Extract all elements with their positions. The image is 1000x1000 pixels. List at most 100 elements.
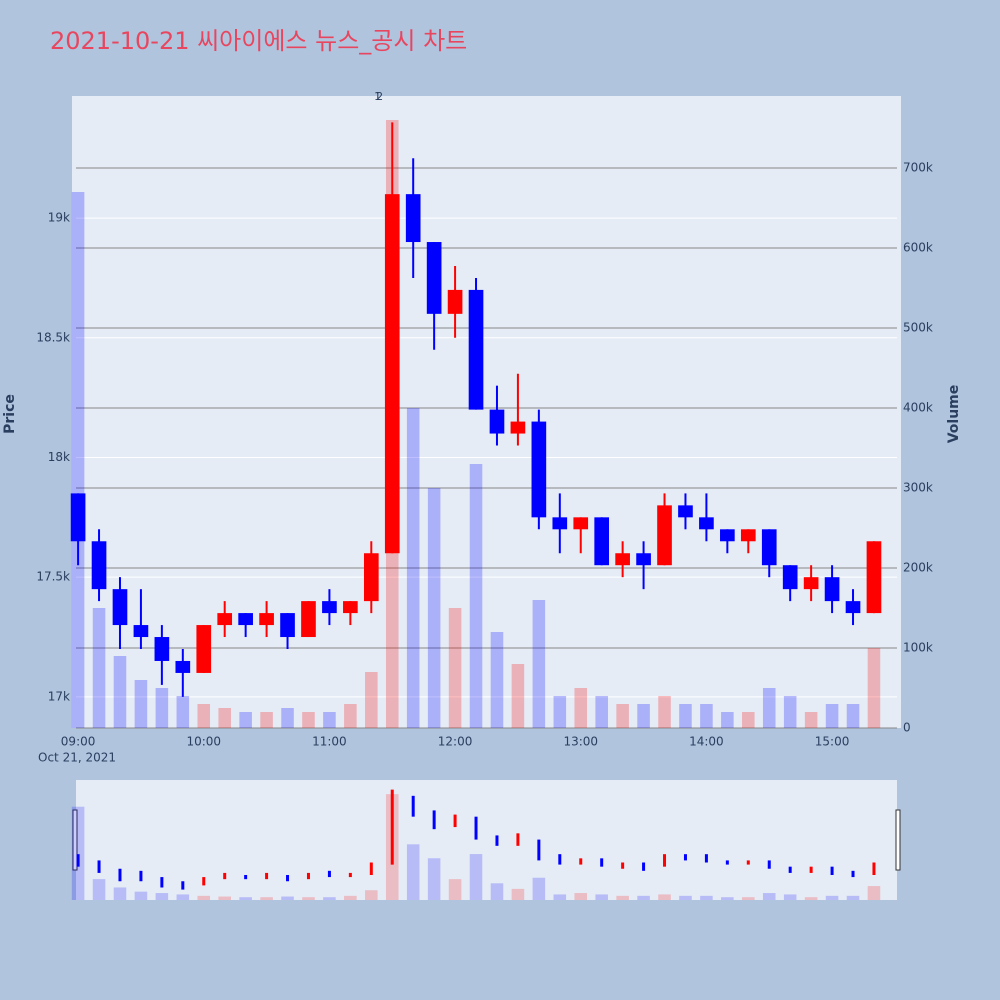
candle-body [343,601,358,614]
y-tick-label: 17.5k [36,570,70,584]
volume-bar [469,464,483,728]
candle-body [133,625,149,638]
x-tick-label: 14:00 [689,735,724,749]
x-tick-label: 15:00 [815,735,850,749]
mini-volume-bar [511,888,525,900]
chart-title: 2021-10-21 씨아이에스 뉴스_공시 차트 [50,27,467,55]
range-slider [76,780,897,900]
annotation: 1 [374,90,381,103]
volume-bar [323,712,336,728]
volume-bar [846,704,860,728]
mini-volume-bar [490,883,504,900]
plot-area [72,96,901,728]
candle-body [301,601,316,638]
volume-bar [742,712,755,728]
mini-volume-bar [113,887,127,900]
x-tick-label: 11:00 [312,735,347,749]
mini-volume-bar [71,806,85,900]
mini-volume-bar [846,895,860,900]
volume-bar [365,672,378,728]
candle-body [175,660,191,673]
mini-volume-bar [867,886,881,900]
y2-tick-label: 200k [903,561,933,575]
mini-volume-bar [344,895,357,900]
volume-bar [134,680,148,728]
candle-body [678,505,693,518]
candle-body [70,493,86,542]
mini-volume-bar [260,897,273,900]
candle-body [845,601,861,614]
volume-bar [804,712,818,728]
y2-tick-label: 0 [903,721,911,735]
candle-body [782,565,798,590]
mini-volume-bar [574,893,588,900]
range-handle[interactable] [895,809,901,871]
volume-bar [637,704,650,728]
mini-volume-bar [302,897,315,900]
y2-tick-label: 300k [903,481,933,495]
mini-volume-bar [742,897,755,900]
volume-bar [721,712,734,728]
mini-volume-bar [637,895,650,900]
mini-volume-bar [176,894,190,900]
volume-bar [239,712,252,728]
mini-volume-bar [658,894,671,900]
volume-bar [260,712,273,728]
mini-volume-bar [532,877,546,900]
mini-volume-bar [679,895,692,900]
x-tick-label: 09:00 [61,735,96,749]
candle-body [510,421,526,434]
y-tick-label: 19k [48,211,70,225]
annotation: 2 [376,90,383,103]
volume-bar [553,696,567,728]
volume-bar [595,696,608,728]
y-tick-label: 17k [48,689,70,703]
volume-bar [448,608,462,728]
candle-body [468,289,484,410]
volume-bar [344,704,357,728]
volume-bar [700,704,713,728]
candle-body [657,505,672,566]
mini-volume-bar [700,895,713,900]
mini-volume-bar [783,894,797,900]
mini-volume-bar [197,895,211,900]
candle-body [552,517,568,530]
y2-tick-label: 400k [903,401,933,415]
candle-body [740,529,756,542]
candle-body [803,577,819,590]
x-tick-label: 13:00 [563,735,598,749]
candle-body [196,625,212,673]
candle-body [447,289,463,314]
volume-bar [783,696,797,728]
volume-bar [762,688,776,728]
range-handle[interactable] [72,809,78,871]
y-axis-title: Price [2,394,18,434]
candle-body [531,421,547,518]
mini-volume-bar [218,896,231,900]
volume-bar [281,708,294,728]
candle-body [615,553,630,566]
mini-volume-bar [406,844,420,900]
mini-volume-bar [595,894,608,900]
mini-volume-bar [762,893,776,900]
mini-volume-bar [553,894,567,900]
mini-volume-bar [134,891,148,900]
volume-bar [406,408,420,728]
candle-body [594,517,610,566]
candle-body [426,242,442,314]
candle-body [280,613,295,638]
volume-bar [511,664,525,728]
volume-bar [197,704,211,728]
mini-volume-bar [365,890,378,900]
candle-body [699,517,714,530]
mini-volume-bar [427,858,441,900]
volume-bar [679,704,692,728]
volume-bar [302,712,315,728]
y2-axis-title: Volume [946,385,962,444]
mini-volume-bar [155,893,169,900]
candle-body [217,613,233,626]
candle-body [824,577,840,602]
candle-body [573,517,589,530]
x-tick-label: 10:00 [186,735,221,749]
